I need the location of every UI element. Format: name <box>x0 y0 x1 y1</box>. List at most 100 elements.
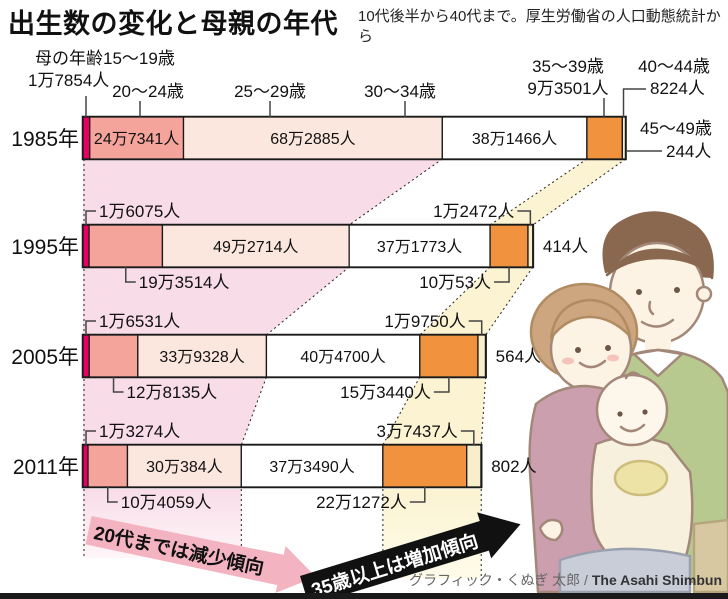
value-label-right: 414人 <box>543 237 588 256</box>
bar-segment-1985年-40-44 <box>621 116 627 160</box>
dotted-guide-line <box>480 376 487 446</box>
value-label-25-29: 33万9328人 <box>159 348 244 366</box>
value-label-below: 22万1272人 <box>316 493 407 512</box>
value-label-30-34: 37万3490人 <box>269 458 354 476</box>
dotted-guide-line <box>532 158 626 226</box>
bar-segment-2011年-15-19 <box>82 444 89 488</box>
baby-face <box>595 373 669 447</box>
leader-line <box>85 430 96 445</box>
value-label-1985-25-29: 68万2885人 <box>270 130 355 148</box>
value-label-above: 1万6531人 <box>99 312 180 331</box>
bar-segment-1985年-15-19 <box>82 116 91 160</box>
year-label-2011年: 2011年 <box>13 456 79 479</box>
yellow-trend-band <box>419 267 533 335</box>
value-label-above: 3万7437人 <box>377 422 458 441</box>
value-label-above: 1万6075人 <box>99 202 180 221</box>
credit-jp: グラフィック・くぬぎ 太郎 / <box>409 572 588 588</box>
dotted-guide-line <box>485 266 534 336</box>
age-header-20-24: 20〜24歳 <box>112 82 184 101</box>
bar-segment-2011年-20-24 <box>87 444 129 488</box>
credit: グラフィック・くぬぎ 太郎 / The Asahi Shimbun <box>409 570 722 590</box>
leader-line <box>107 487 118 503</box>
value-label-1985-15-19: 1万7854人 <box>28 71 109 90</box>
value-label-1985-20-24: 24万7341人 <box>94 130 179 148</box>
value-label-30-34: 37万1773人 <box>377 238 462 256</box>
leader-line <box>112 377 124 393</box>
dotted-guide-line <box>419 266 491 336</box>
bar-segment-2011年-30-34 <box>240 444 384 488</box>
bottom-rule <box>0 593 728 599</box>
age-header-15-19: 母の年齢15〜19歳 <box>35 49 175 68</box>
leader-line <box>517 210 532 225</box>
value-label-below: 10万4059人 <box>121 493 212 512</box>
value-label-above: 1万2472人 <box>433 202 514 221</box>
bar-segment-2005年-20-24 <box>88 334 139 378</box>
age-header-30-34: 30〜34歳 <box>364 82 436 101</box>
baby-blanket <box>558 547 692 594</box>
bar-segment-1985年-20-24 <box>89 116 185 160</box>
value-label-1985-35-39: 9万3501人 <box>527 79 608 98</box>
increase-arrow-shape <box>300 512 521 599</box>
bar-segment-1995年-35-39 <box>489 224 529 268</box>
leader-line <box>468 320 483 335</box>
value-label-right: 802人 <box>491 457 536 476</box>
bar-segment-2005年-30-34 <box>265 334 421 378</box>
value-label-above: 1万9750人 <box>384 312 465 331</box>
year-label-2005年: 2005年 <box>11 346 79 369</box>
bar-segment-2005年-40-44 <box>477 334 487 378</box>
value-label-below: 15万3440人 <box>340 383 431 402</box>
value-label-1985-45-49: 244人 <box>666 142 711 161</box>
leader-line <box>622 88 646 117</box>
age-header-40-44: 40〜44歳 <box>638 57 710 76</box>
bar-segment-1995年-25-29 <box>161 224 350 268</box>
bar-segment-1995年-15-19 <box>82 224 90 268</box>
year-label-1985年: 1985年 <box>11 128 79 151</box>
bar-segment-1995年-20-24 <box>88 224 164 268</box>
year-label-1995年: 1995年 <box>11 236 79 259</box>
age-header-25-29: 25〜29歳 <box>234 82 306 101</box>
pink-trend-band <box>83 377 267 445</box>
bar-segment-1985年-30-34 <box>441 116 588 160</box>
leader-line <box>409 487 426 503</box>
baby-bib <box>613 459 669 497</box>
bar-segment-2011年-35-39 <box>382 444 468 488</box>
value-label-right: 564人 <box>496 347 541 366</box>
yellow-trend-band <box>490 159 626 225</box>
dotted-guide-line <box>240 376 267 446</box>
credit-en: The Asahi Shimbun <box>587 572 722 588</box>
leader-line <box>433 377 450 393</box>
value-label-30-34: 40万4700人 <box>300 348 385 366</box>
bar-segment-2005年-35-39 <box>419 334 479 378</box>
value-label-below: 12万8135人 <box>127 383 218 402</box>
pink-trend-band <box>83 159 443 225</box>
man-pants <box>692 518 728 594</box>
leader-line <box>85 210 96 225</box>
yellow-trend-band <box>382 377 486 445</box>
decline-arrow-shape <box>85 515 316 593</box>
value-label-25-29: 30万384人 <box>146 458 223 476</box>
dotted-guide-line <box>348 158 443 226</box>
value-label-below: 10万53人 <box>419 273 491 292</box>
value-label-1985-30-34: 38万1466人 <box>472 130 557 148</box>
leader-line <box>125 267 136 283</box>
bar-segment-2011年-40-44 <box>466 444 482 488</box>
woman-hand <box>538 518 564 542</box>
value-label-above: 1万3274人 <box>99 422 180 441</box>
bar-segment-1995年-40-44 <box>527 224 534 268</box>
value-label-1985-40-44: 8224人 <box>650 79 705 98</box>
leader-line <box>85 320 96 335</box>
bar-segment-1985年-35-39 <box>586 116 623 160</box>
value-label-below: 19万3514人 <box>139 273 230 292</box>
age-header-35-39: 35〜39歳 <box>532 57 604 76</box>
pink-trend-band <box>83 267 350 335</box>
leader-line <box>494 267 510 283</box>
value-label-25-29: 49万2714人 <box>213 238 298 256</box>
leader-line <box>460 430 475 445</box>
bar-segment-2005年-15-19 <box>82 334 90 378</box>
page-title: 出生数の変化と母親の年代 <box>8 9 338 39</box>
subtitle: 10代後半から40代まで。厚生労働省の人口動態統計から <box>358 8 721 46</box>
age-header-45-49: 45〜49歳 <box>640 119 712 138</box>
